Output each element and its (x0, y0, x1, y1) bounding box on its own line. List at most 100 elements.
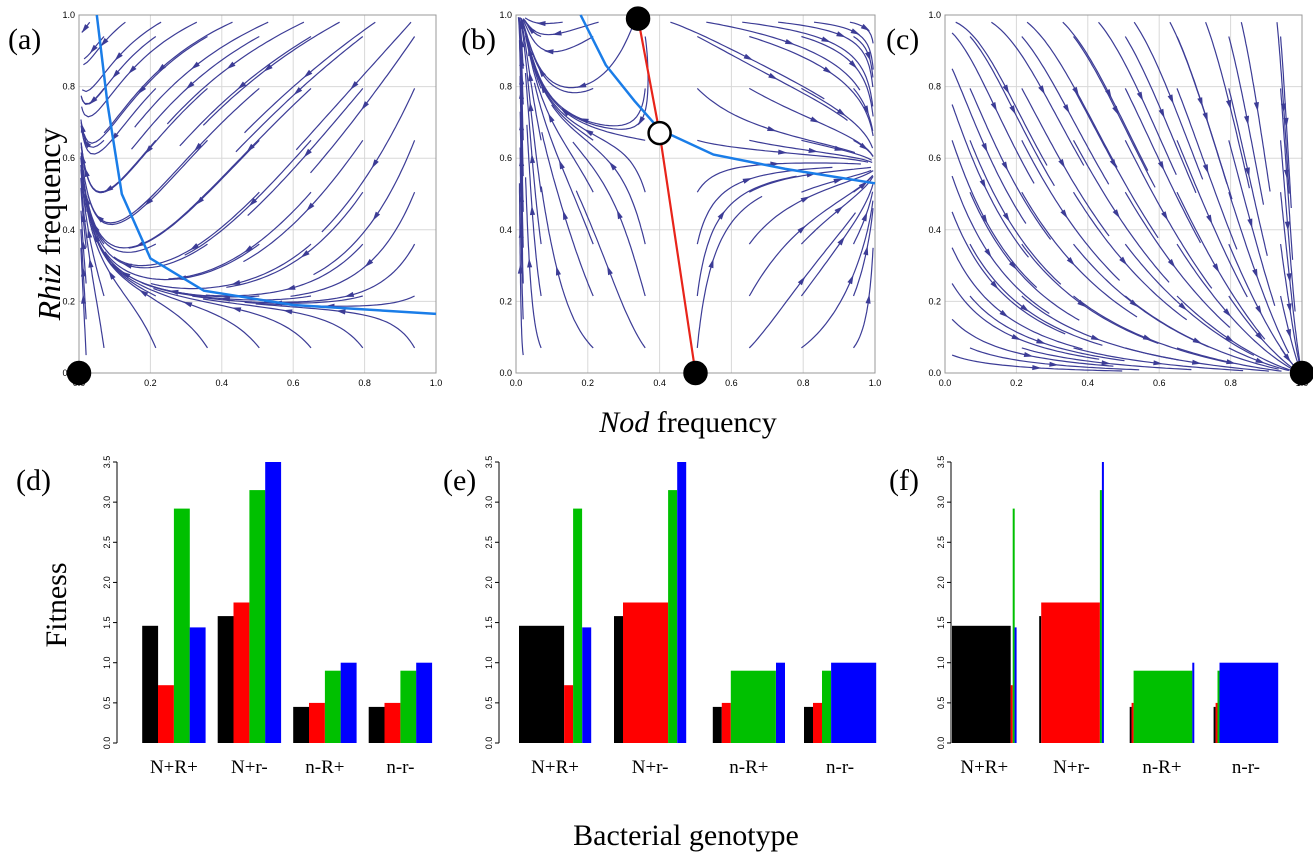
flow-arrow (108, 270, 116, 280)
flow-arrow (848, 60, 858, 69)
flow-arrow (538, 68, 546, 78)
flow-arrow (1226, 359, 1236, 365)
streamline (87, 139, 208, 226)
bar (324, 670, 341, 743)
streamline (525, 177, 542, 349)
flow-arrow (529, 205, 536, 216)
x-tick-label: 1.0 (869, 378, 882, 388)
y-tick-label: 3.0 (936, 496, 946, 509)
bar (721, 702, 731, 743)
bar (1010, 685, 1013, 743)
x-tick-label: 0.8 (797, 378, 810, 388)
bar (384, 702, 401, 743)
category-label: N+R+ (531, 757, 579, 778)
streamline (748, 170, 874, 245)
panel-letter: (b) (461, 23, 496, 56)
bar (265, 462, 282, 743)
category-label: N+r- (632, 757, 669, 778)
x-tick-label: 1.0 (430, 378, 443, 388)
flow-arrow (1011, 334, 1021, 341)
bar (158, 685, 174, 743)
flow-arrow (1255, 305, 1262, 315)
streamline (310, 36, 416, 174)
flow-arrow (231, 279, 241, 285)
flow-arrow (157, 63, 166, 72)
flow-arrow (112, 69, 121, 79)
flow-arrow (548, 113, 555, 123)
bar (340, 662, 357, 743)
category-label: n-R+ (729, 757, 768, 778)
flow-arrow (88, 258, 94, 268)
y-tick-label: 0.0 (102, 737, 112, 750)
panel-letter: (f) (889, 464, 919, 497)
flow-arrow (1153, 360, 1163, 366)
flow-arrow (980, 214, 988, 224)
flow-arrow (865, 294, 871, 304)
panel-letter: (c) (886, 23, 919, 56)
category-label: n-r- (386, 757, 414, 778)
flow-arrow (837, 236, 845, 246)
streamline (1021, 191, 1138, 318)
category-label: n-R+ (305, 757, 344, 778)
flow-arrow (80, 181, 86, 191)
flow-arrow (708, 258, 714, 269)
streamline (951, 68, 1027, 224)
bar (519, 625, 565, 743)
y-tick-label: 1.0 (936, 656, 946, 669)
flow-arrow (248, 198, 258, 207)
flow-arrow (743, 53, 754, 61)
y-tick-label: 2.0 (102, 576, 112, 589)
flow-arrow (1167, 258, 1176, 268)
y-tick-label: 3.5 (936, 456, 946, 469)
flow-arrow (1058, 158, 1066, 169)
streamline (706, 21, 861, 91)
flow-arrow (717, 210, 725, 220)
streamline (235, 36, 364, 153)
flow-arrow (1157, 161, 1165, 171)
y-tick-label: 2.5 (484, 536, 494, 549)
flow-arrow (293, 87, 303, 96)
flow-arrow (850, 28, 860, 35)
y-tick-label: 0.2 (499, 296, 512, 306)
y-tick-label: 0.6 (928, 153, 941, 163)
bar (776, 662, 785, 743)
y-tick-label: 0.2 (62, 296, 75, 306)
flow-arrow (1038, 85, 1045, 95)
x-tick-label: 0.6 (287, 378, 300, 388)
flow-arrow (114, 52, 123, 61)
y-tick-label: 0.5 (484, 697, 494, 710)
flow-arrow (194, 142, 203, 152)
flow-arrow (195, 196, 204, 205)
flow-arrow (80, 123, 86, 133)
flow-arrow (144, 145, 153, 154)
bar (173, 508, 190, 743)
flow-arrow (1212, 263, 1220, 273)
phase-panel: 0.00.20.40.60.81.00.00.20.40.60.81.0 (62, 10, 442, 388)
y-tick-label: 1.0 (499, 10, 512, 20)
category-label: N+R+ (960, 757, 1008, 778)
streamline (778, 21, 874, 88)
streamline (670, 21, 825, 100)
bar (1099, 490, 1102, 743)
flow-arrow (810, 116, 820, 123)
plot-frame (78, 14, 437, 374)
flow-arrow (768, 72, 778, 80)
flow-arrow (638, 116, 646, 126)
bar (293, 706, 310, 743)
streamline (85, 194, 208, 269)
streamline (226, 191, 364, 288)
bar (309, 702, 325, 743)
flow-arrow (536, 21, 546, 27)
flow-arrow (797, 276, 806, 286)
phase-panel: 0.00.20.40.60.81.00.00.20.40.60.81.0 (928, 10, 1313, 388)
streamline (749, 87, 874, 157)
flow-arrow (1161, 211, 1168, 221)
flow-arrow (1002, 84, 1010, 94)
flow-arrow (371, 159, 379, 169)
flow-arrow (1202, 164, 1209, 174)
flow-arrow (1286, 273, 1292, 283)
bar-y-axis-title: Fitness (40, 562, 73, 647)
flow-arrow (1252, 268, 1258, 279)
flow-arrow (1023, 352, 1034, 357)
streamline (969, 36, 1055, 187)
